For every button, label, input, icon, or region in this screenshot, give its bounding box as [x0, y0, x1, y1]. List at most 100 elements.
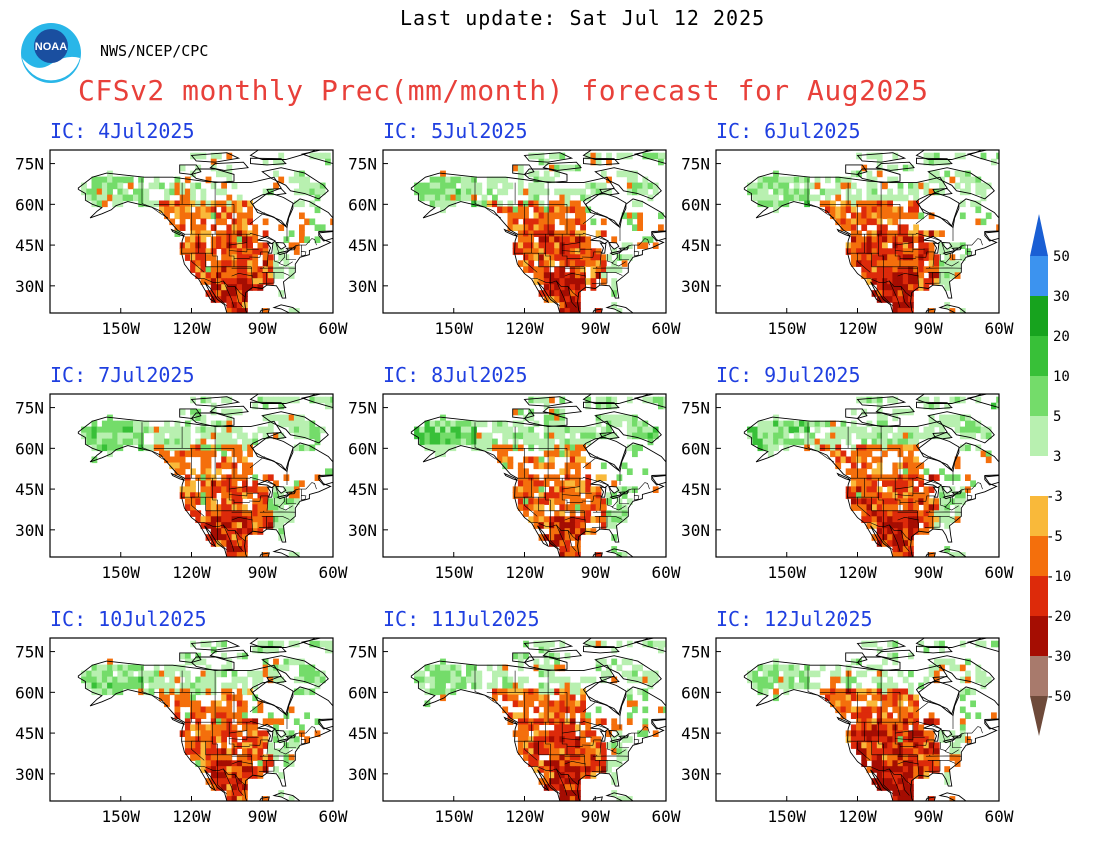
lon-tick-label: 120W	[838, 563, 877, 582]
forecast-map: 75N 60N 45N 30N 150W 120W 90W 60W	[681, 637, 1014, 826]
lat-tick-label: 60N	[15, 683, 44, 702]
lon-tick-label: 120W	[838, 319, 877, 338]
noaa-logo: NOAA	[20, 22, 82, 84]
page-title: CFSv2 monthly Prec(mm/month) forecast fo…	[78, 74, 929, 107]
lon-tick-label: 90W	[248, 319, 277, 338]
lon-tick-label: 60W	[652, 807, 681, 826]
lat-tick-label: 30N	[348, 521, 377, 540]
lon-tick-label: 90W	[914, 319, 943, 338]
panel-ic-label: IC: 11Jul2025	[383, 607, 540, 631]
lat-tick-label: 45N	[348, 480, 377, 499]
lat-tick-label: 45N	[348, 724, 377, 743]
colorbar-bottom-arrow	[1030, 696, 1048, 736]
colorbar: 50 30 20 10 5 3 -3 -5 -10 -20 -30 -50	[1030, 214, 1071, 736]
forecast-map: 75N 60N 45N 30N 150W 120W 90W 60W	[681, 149, 1014, 338]
lat-tick-label: 45N	[681, 724, 710, 743]
colorbar-label: -5	[1046, 529, 1063, 545]
panel-ic-label: IC: 5Jul2025	[383, 119, 528, 143]
lon-tick-label: 120W	[505, 807, 544, 826]
lon-tick-label: 150W	[434, 319, 473, 338]
lon-tick-label: 150W	[101, 807, 140, 826]
colorbar-label: 50	[1053, 249, 1070, 265]
lat-tick-label: 45N	[681, 480, 710, 499]
precip-field	[81, 640, 333, 801]
lat-tick-label: 75N	[681, 643, 710, 662]
colorbar-label: -10	[1046, 569, 1071, 585]
colorbar-label: -20	[1046, 609, 1071, 625]
lon-tick-label: 150W	[101, 563, 140, 582]
lat-tick-label: 75N	[681, 155, 710, 174]
colorbar-top-arrow	[1030, 214, 1048, 256]
lon-tick-label: 90W	[581, 563, 610, 582]
lon-tick-label: 90W	[581, 319, 610, 338]
lon-tick-label: 150W	[101, 319, 140, 338]
panel-ic-label: IC: 12Jul2025	[716, 607, 873, 631]
colorbar-segment	[1030, 616, 1048, 656]
colorbar-label: -3	[1046, 489, 1063, 505]
lon-tick-label: 150W	[767, 563, 806, 582]
lat-tick-label: 75N	[681, 399, 710, 418]
lat-tick-label: 30N	[15, 521, 44, 540]
logo-text: NOAA	[35, 41, 67, 53]
precip-field	[747, 396, 999, 557]
colorbar-segment	[1030, 656, 1048, 696]
lat-tick-label: 60N	[348, 439, 377, 458]
lon-tick-label: 120W	[505, 563, 544, 582]
colorbar-label: 3	[1053, 449, 1061, 465]
lat-tick-label: 30N	[681, 277, 710, 296]
lon-tick-label: 120W	[172, 563, 211, 582]
colorbar-label: 30	[1053, 289, 1070, 305]
lat-tick-label: 30N	[681, 521, 710, 540]
lat-tick-label: 75N	[15, 399, 44, 418]
last-update: Last update: Sat Jul 12 2025	[400, 6, 766, 30]
lat-tick-label: 30N	[348, 277, 377, 296]
colorbar-segment	[1030, 576, 1048, 616]
lon-tick-label: 60W	[319, 319, 348, 338]
lon-tick-label: 90W	[248, 563, 277, 582]
lon-tick-label: 60W	[985, 807, 1014, 826]
lat-tick-label: 45N	[348, 236, 377, 255]
panel-ic-label: IC: 7Jul2025	[50, 363, 195, 387]
lon-tick-label: 60W	[985, 563, 1014, 582]
colorbar-segment	[1030, 256, 1048, 296]
lat-tick-label: 60N	[681, 195, 710, 214]
lat-tick-label: 60N	[681, 683, 710, 702]
panel-ic-label: IC: 8Jul2025	[383, 363, 528, 387]
lat-tick-label: 60N	[15, 439, 44, 458]
lat-tick-label: 45N	[681, 236, 710, 255]
lon-tick-label: 150W	[767, 807, 806, 826]
lon-tick-label: 120W	[838, 807, 877, 826]
lat-tick-label: 75N	[15, 643, 44, 662]
colorbar-segment	[1030, 336, 1048, 376]
panel-ic-label: IC: 10Jul2025	[50, 607, 207, 631]
colorbar-segment	[1030, 296, 1048, 336]
lat-tick-label: 30N	[15, 765, 44, 784]
colorbar-label: -50	[1046, 689, 1071, 705]
lat-tick-label: 45N	[15, 480, 44, 499]
colorbar-segment	[1030, 416, 1048, 456]
colorbar-segment	[1030, 536, 1048, 576]
lat-tick-label: 45N	[15, 236, 44, 255]
forecast-map: 75N 60N 45N 30N 150W 120W 90W 60W	[348, 149, 681, 338]
panel-ic-label: IC: 4Jul2025	[50, 119, 195, 143]
forecast-map: 75N 60N 45N 30N 150W 120W 90W 60W	[15, 637, 348, 826]
panel-ic-label: IC: 6Jul2025	[716, 119, 861, 143]
forecast-map: 75N 60N 45N 30N 150W 120W 90W 60W	[348, 393, 681, 582]
lon-tick-label: 60W	[319, 563, 348, 582]
lat-tick-label: 75N	[348, 643, 377, 662]
lat-tick-label: 30N	[681, 765, 710, 784]
lon-tick-label: 120W	[172, 319, 211, 338]
agency-label: NWS/NCEP/CPC	[100, 42, 209, 60]
colorbar-segment	[1030, 456, 1048, 496]
lon-tick-label: 150W	[434, 807, 473, 826]
forecast-map: 75N 60N 45N 30N 150W 120W 90W 60W	[348, 637, 681, 826]
forecast-map: 75N 60N 45N 30N 150W 120W 90W 60W	[681, 393, 1014, 582]
colorbar-label: 5	[1053, 409, 1061, 425]
colorbar-segment	[1030, 376, 1048, 416]
lon-tick-label: 150W	[434, 563, 473, 582]
lon-tick-label: 150W	[767, 319, 806, 338]
lat-tick-label: 75N	[348, 155, 377, 174]
lon-tick-label: 90W	[914, 563, 943, 582]
lat-tick-label: 60N	[348, 195, 377, 214]
lon-tick-label: 90W	[248, 807, 277, 826]
